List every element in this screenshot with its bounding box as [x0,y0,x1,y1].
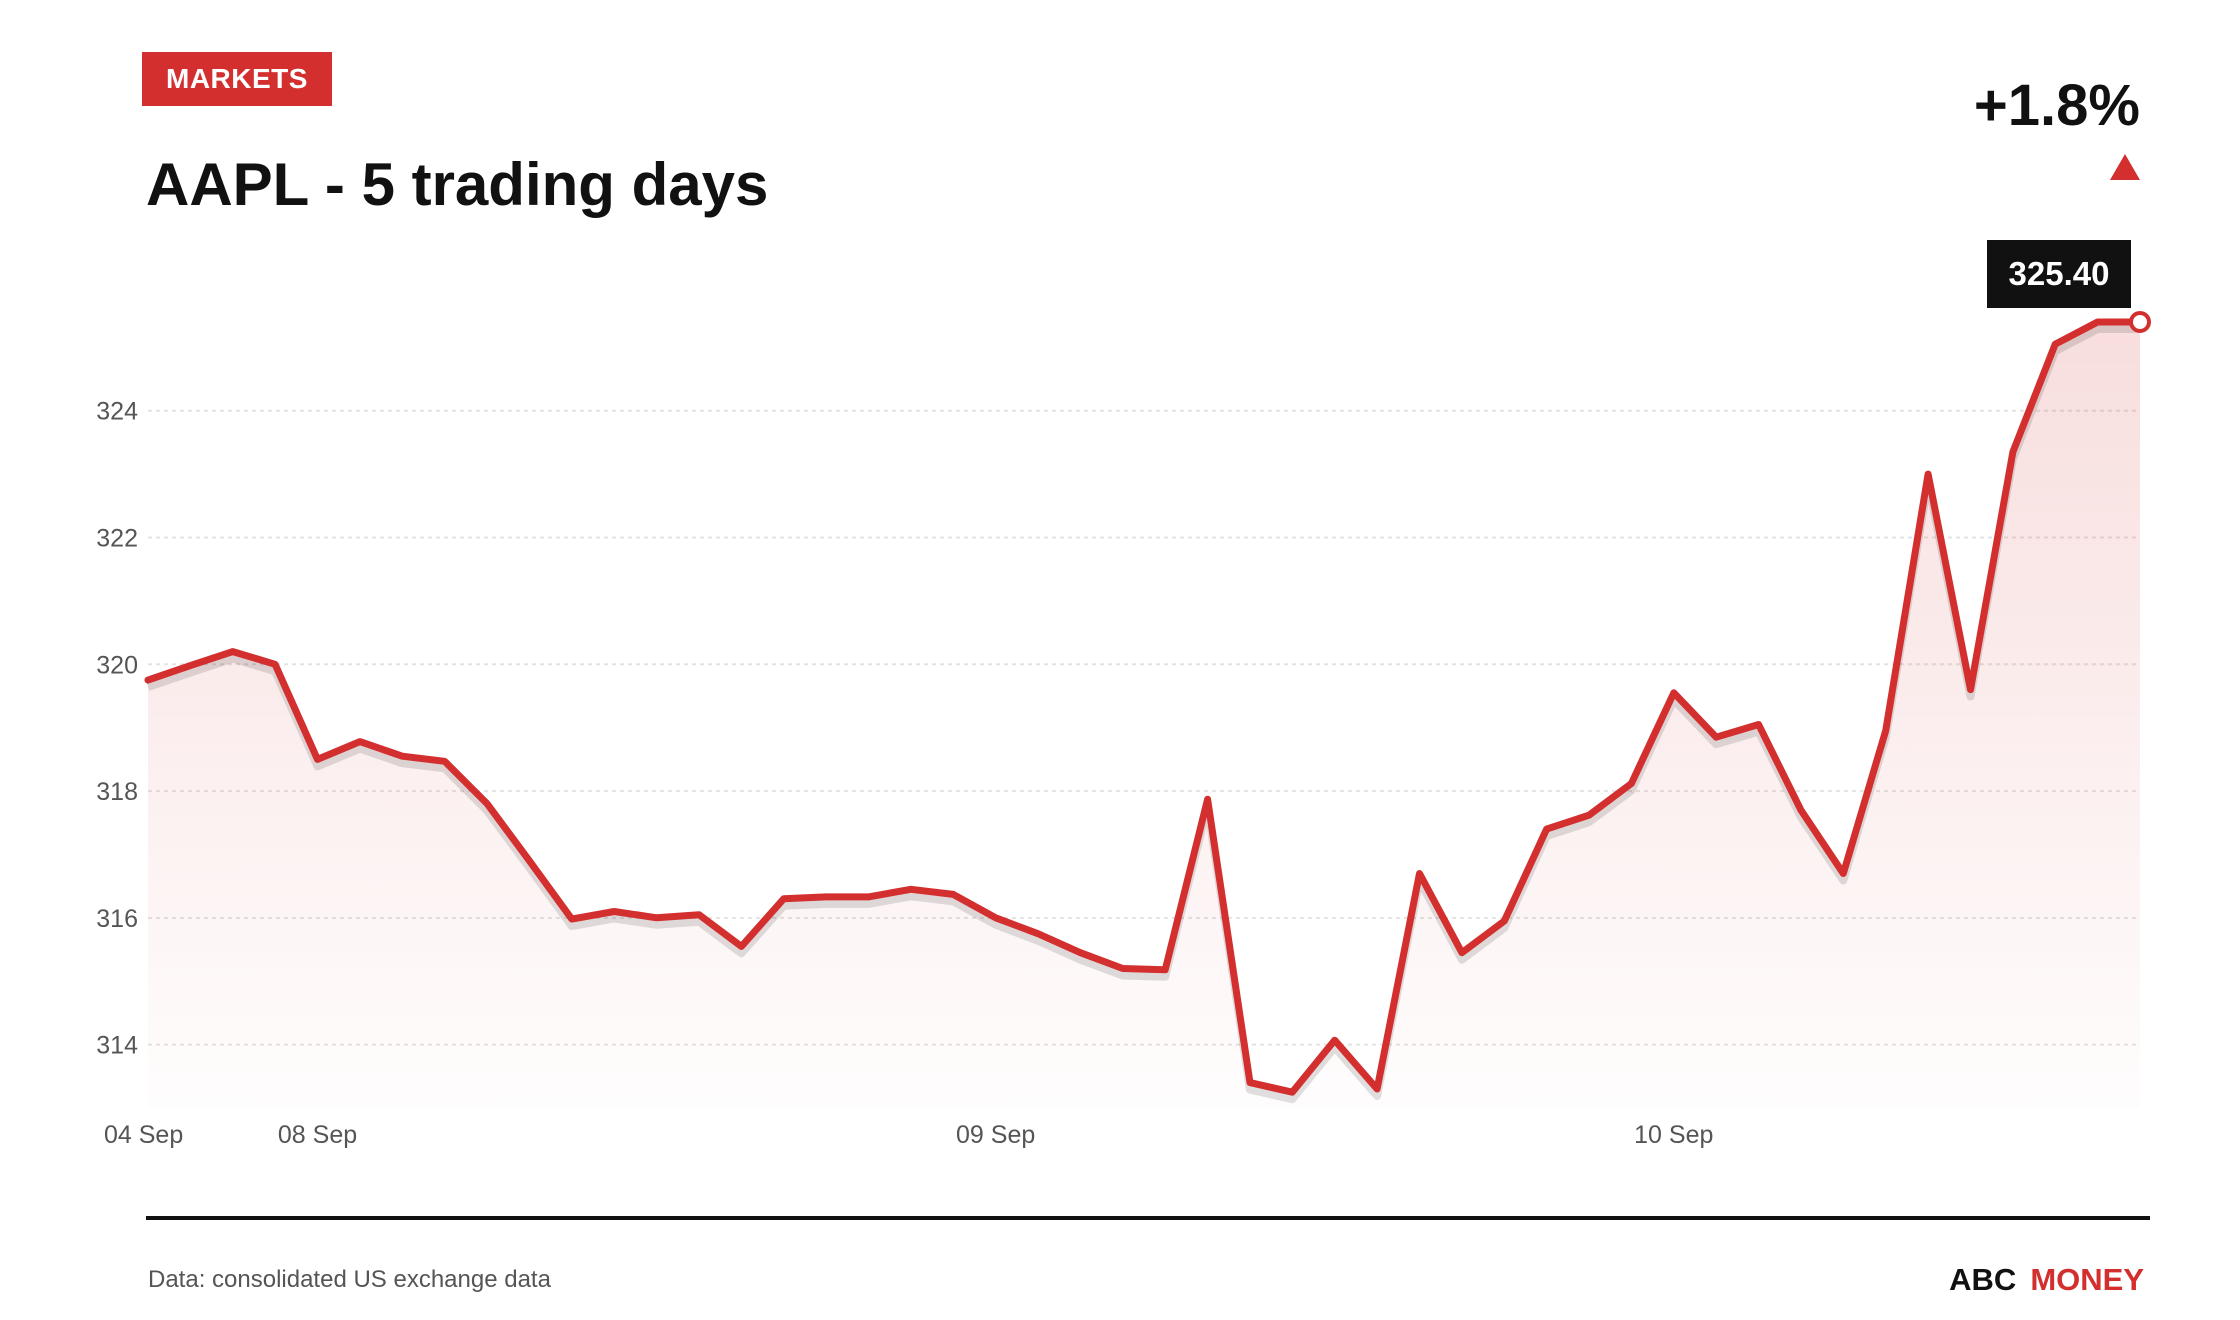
price-chart: 314 316 318 320 322 324 04 Sep 08 Sep 09 Sep 10 S… [96,240,2151,1149]
brand-primary: ABC [1949,1262,2017,1297]
y-tick-label: 320 [96,651,138,679]
footer-divider [146,1216,2150,1220]
chart-title: AAPL - 5 trading days [146,151,769,218]
x-tick-label: 04 Sep [104,1121,183,1149]
section-tag: MARKETS [142,52,332,106]
last-value-label: 325.40 [2009,255,2110,292]
series-area [148,322,2140,1108]
data-source-note: Data: consolidated US exchange data [148,1266,551,1293]
up-triangle-icon [2110,154,2140,180]
last-point-marker [2129,311,2151,333]
percent-change: +1.8% [1973,73,2140,138]
x-tick-label: 10 Sep [1634,1121,1713,1149]
last-value-box [1987,240,2131,308]
series-line-shadow [146,325,2140,1104]
brand-secondary: MONEY [2030,1262,2144,1297]
brand-logo: ABC MONEY [1949,1262,2144,1298]
y-tick-label: 318 [96,778,138,806]
series-line [144,318,2144,1096]
y-tick-label: 316 [96,905,138,933]
y-tick-label: 322 [96,525,138,553]
x-tick-label: 08 Sep [278,1121,357,1149]
y-tick-label: 324 [96,398,138,426]
y-tick-label: 314 [96,1032,138,1060]
x-tick-label: 09 Sep [956,1121,1035,1149]
